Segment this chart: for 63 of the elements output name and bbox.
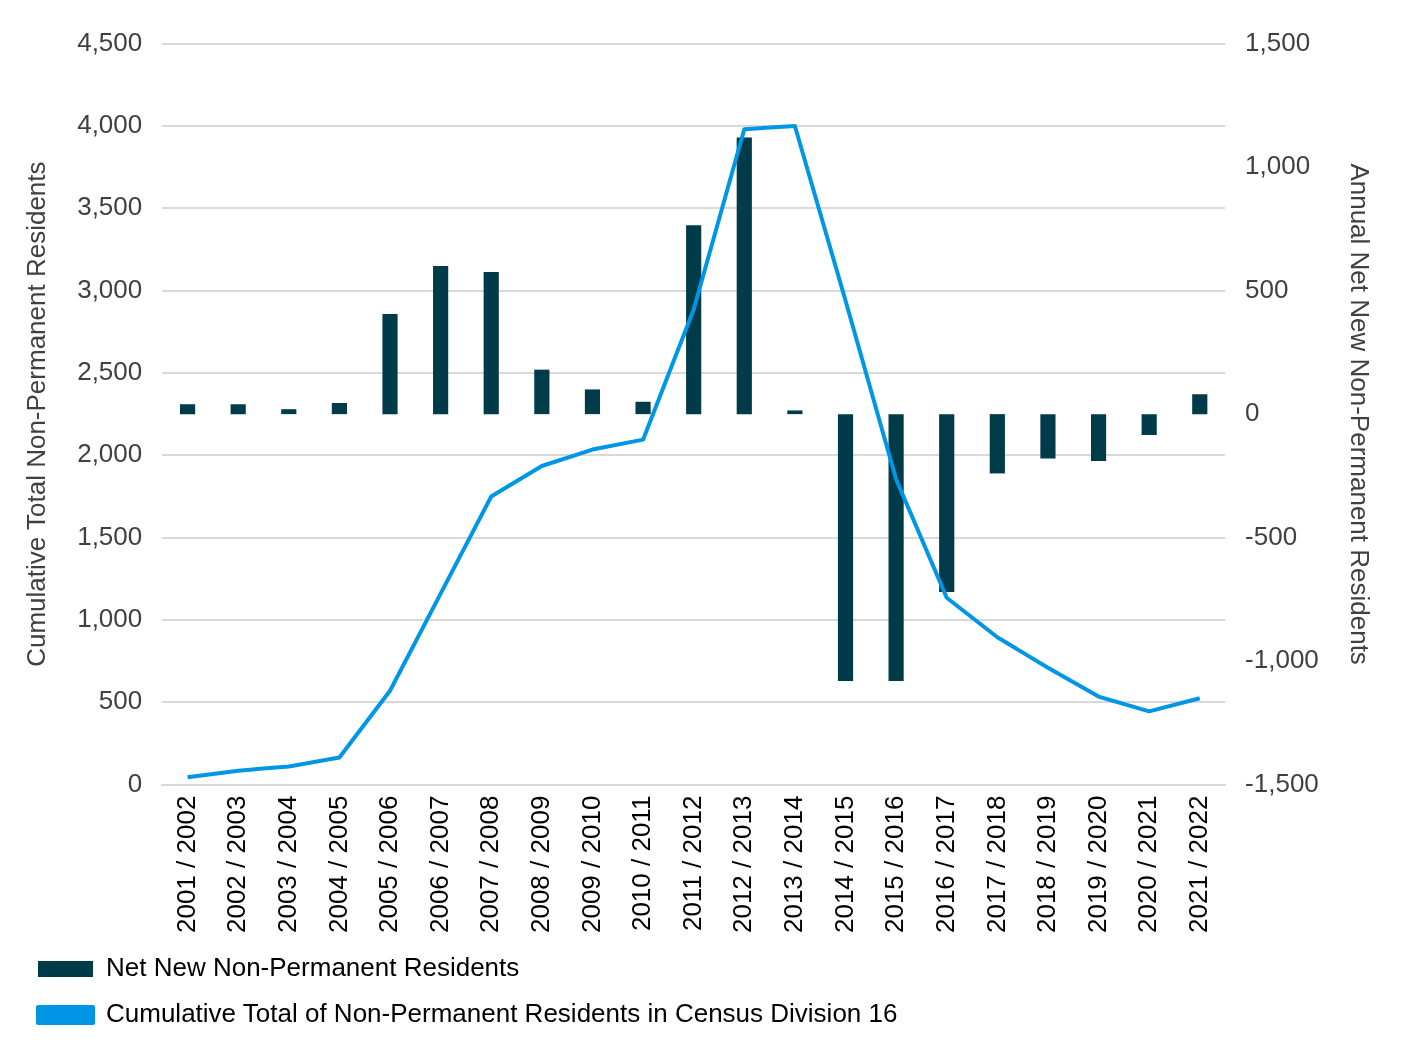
x-tick-label: 2016 / 2017	[929, 795, 960, 934]
bar	[230, 404, 246, 415]
bar	[1090, 414, 1107, 462]
x-tick-label: 2020 / 2021	[1132, 795, 1163, 934]
bar	[635, 401, 651, 415]
y-tick-label: 2,500	[77, 356, 143, 387]
bar	[483, 272, 499, 415]
bar	[331, 403, 347, 415]
y-tick-label: 3,500	[77, 191, 143, 222]
bar	[686, 225, 702, 415]
x-tick-label: 2012 / 2013	[727, 795, 758, 934]
y2-axis-title: Annual Net New Non-Permanent Residents	[1345, 163, 1376, 665]
bar	[1192, 394, 1208, 415]
y2-tick-label: 500	[1245, 273, 1289, 304]
x-tick-label: 2010 / 2011	[626, 795, 657, 932]
legend-label: Cumulative Total of Non-Permanent Residents in Census Division 16	[106, 998, 898, 1029]
x-tick-label: 2009 / 2010	[575, 795, 606, 934]
x-tick-label: 2008 / 2009	[525, 795, 556, 934]
y-tick-label: 2,000	[77, 438, 143, 469]
y2-tick-label: -1,500	[1245, 767, 1319, 798]
y-tick-label: 1,500	[77, 520, 143, 551]
bar	[1040, 414, 1056, 459]
y-tick-label: 4,500	[77, 26, 143, 57]
y-tick-label: 1,000	[77, 603, 143, 634]
y-tick-label: 4,000	[77, 109, 143, 140]
bar	[837, 414, 854, 681]
bar	[382, 314, 398, 415]
y-tick-label: 3,000	[77, 273, 143, 304]
x-tick-label: 2003 / 2004	[271, 795, 302, 934]
y-tick-label: 500	[98, 685, 143, 716]
x-tick-label: 2021 / 2022	[1182, 795, 1213, 934]
x-tick-label: 2015 / 2016	[879, 795, 910, 934]
bar	[989, 414, 1005, 474]
bar	[534, 369, 550, 415]
x-tick-label: 2014 / 2015	[828, 795, 859, 934]
y2-tick-label: 1,000	[1245, 150, 1311, 181]
y-axis-title: Cumulative Total Non-Permanent Residents	[20, 161, 51, 667]
x-tick-label: 2004 / 2005	[322, 795, 353, 934]
x-tick-label: 2001 / 2002	[170, 795, 201, 934]
bar	[939, 414, 955, 592]
y2-tick-label: -1,000	[1245, 644, 1319, 675]
bar	[787, 410, 803, 415]
x-tick-label: 2007 / 2008	[474, 795, 505, 934]
bar	[433, 265, 449, 415]
x-tick-label: 2018 / 2019	[1031, 795, 1062, 934]
bar	[281, 409, 297, 415]
x-tick-label: 2005 / 2006	[373, 795, 404, 934]
x-tick-label: 2006 / 2007	[423, 795, 454, 934]
y2-tick-label: 0	[1245, 397, 1260, 428]
bar	[584, 389, 601, 415]
x-tick-label: 2019 / 2020	[1081, 795, 1112, 934]
bar	[888, 414, 904, 681]
y2-tick-label: -500	[1245, 520, 1298, 551]
x-tick-label: 2011 / 2012	[676, 795, 707, 932]
bar	[1141, 414, 1157, 436]
legend-label: Net New Non-Permanent Residents	[106, 952, 520, 983]
bar	[179, 404, 196, 415]
x-tick-label: 2013 / 2014	[778, 795, 809, 934]
x-tick-label: 2002 / 2003	[221, 795, 252, 934]
x-tick-label: 2017 / 2018	[980, 795, 1011, 934]
bar	[736, 137, 752, 415]
y-tick-label: 0	[127, 767, 143, 798]
y2-tick-label: 1,500	[1245, 26, 1311, 57]
